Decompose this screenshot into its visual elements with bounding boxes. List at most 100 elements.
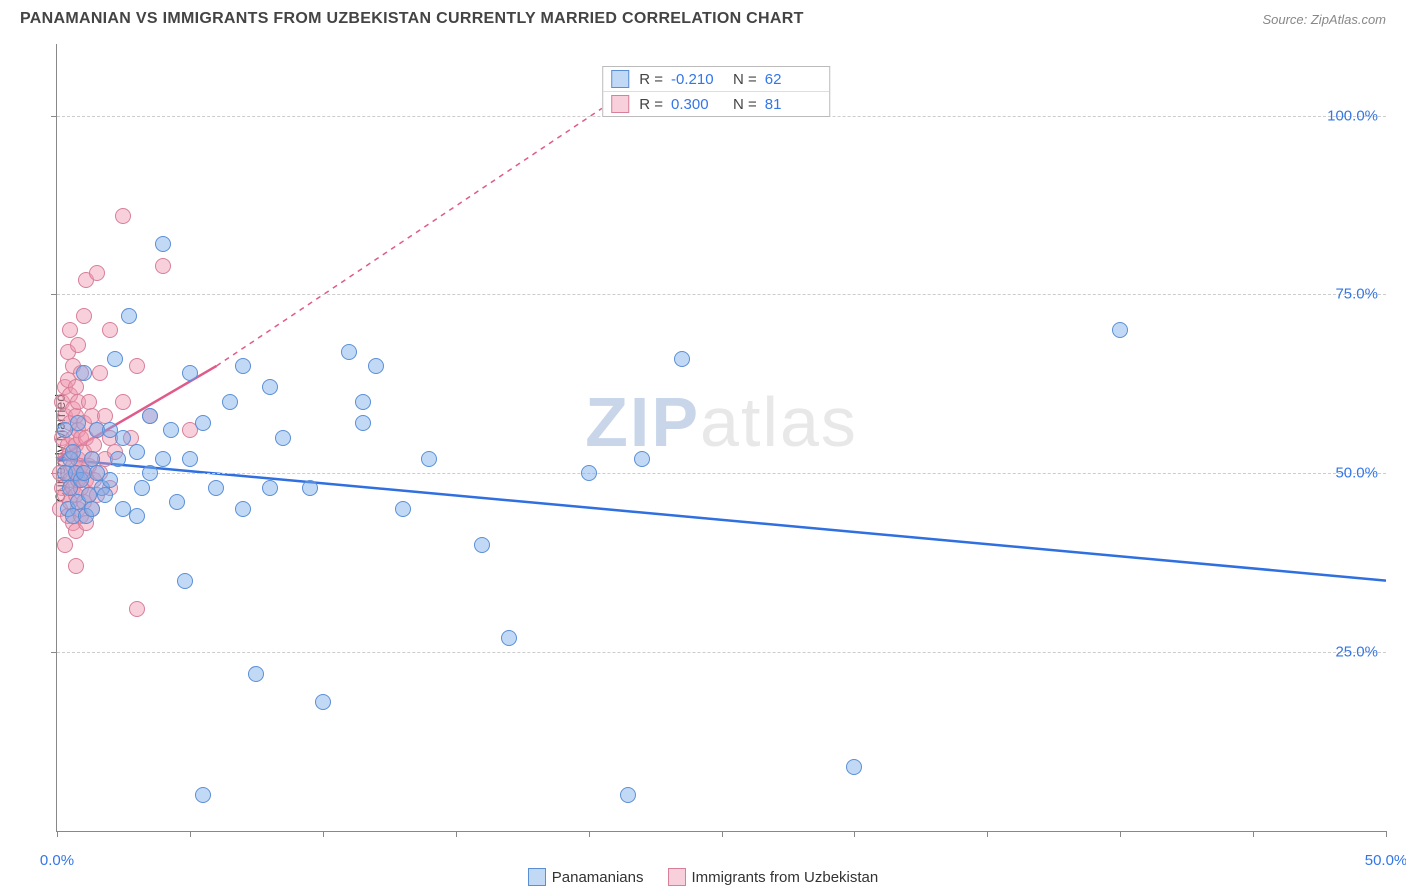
marker-panamanian	[421, 451, 437, 467]
marker-panamanian	[102, 472, 118, 488]
watermark-zip: ZIP	[585, 383, 700, 461]
marker-uzbekistan	[129, 358, 145, 374]
marker-panamanian	[84, 501, 100, 517]
stats-n-value-b: 81	[765, 96, 817, 113]
source-label: Source: ZipAtlas.com	[1262, 12, 1386, 27]
x-tick-label: 0.0%	[40, 852, 74, 869]
marker-panamanian	[674, 351, 690, 367]
legend-label-a: Panamanians	[552, 869, 644, 886]
marker-panamanian	[177, 573, 193, 589]
y-tick-label: 75.0%	[1335, 286, 1378, 303]
marker-panamanian	[302, 480, 318, 496]
marker-panamanian	[155, 236, 171, 252]
stats-legend: R = -0.210 N = 62 R = 0.300 N = 81	[602, 66, 830, 117]
marker-panamanian	[142, 408, 158, 424]
marker-panamanian	[129, 508, 145, 524]
marker-uzbekistan	[115, 208, 131, 224]
stats-row-a: R = -0.210 N = 62	[603, 67, 829, 91]
marker-panamanian	[634, 451, 650, 467]
stats-r-label-b: R =	[639, 96, 663, 113]
stats-r-value-b: 0.300	[671, 96, 723, 113]
marker-panamanian	[581, 465, 597, 481]
x-axis-tick	[1253, 831, 1254, 837]
stats-n-label-a: N =	[733, 71, 757, 88]
marker-panamanian	[163, 422, 179, 438]
marker-panamanian	[110, 451, 126, 467]
marker-uzbekistan	[115, 394, 131, 410]
x-axis-tick	[854, 831, 855, 837]
marker-uzbekistan	[57, 537, 73, 553]
stats-swatch-b	[611, 95, 629, 113]
stats-r-label-a: R =	[639, 71, 663, 88]
marker-panamanian	[115, 430, 131, 446]
stats-n-label-b: N =	[733, 96, 757, 113]
chart-title: PANAMANIAN VS IMMIGRANTS FROM UZBEKISTAN…	[20, 10, 804, 28]
stats-row-b: R = 0.300 N = 81	[603, 91, 829, 116]
gridline	[57, 652, 1386, 653]
trend-lines	[57, 44, 1386, 831]
legend-item-b: Immigrants from Uzbekistan	[668, 868, 879, 886]
marker-panamanian	[355, 415, 371, 431]
legend-swatch-a	[528, 868, 546, 886]
marker-panamanian	[182, 451, 198, 467]
x-axis-tick	[190, 831, 191, 837]
x-axis-tick	[987, 831, 988, 837]
y-tick-label: 50.0%	[1335, 465, 1378, 482]
marker-panamanian	[195, 415, 211, 431]
marker-panamanian	[262, 480, 278, 496]
marker-panamanian	[1112, 322, 1128, 338]
y-axis-tick	[51, 294, 57, 295]
marker-panamanian	[248, 666, 264, 682]
marker-panamanian	[474, 537, 490, 553]
marker-panamanian	[182, 365, 198, 381]
marker-panamanian	[501, 630, 517, 646]
marker-panamanian	[121, 308, 137, 324]
marker-panamanian	[142, 465, 158, 481]
marker-panamanian	[315, 694, 331, 710]
marker-panamanian	[208, 480, 224, 496]
y-tick-label: 100.0%	[1327, 107, 1378, 124]
legend-label-b: Immigrants from Uzbekistan	[692, 869, 879, 886]
series-legend: Panamanians Immigrants from Uzbekistan	[0, 868, 1406, 886]
y-axis-tick	[51, 116, 57, 117]
header: PANAMANIAN VS IMMIGRANTS FROM UZBEKISTAN…	[0, 0, 1406, 36]
gridline	[57, 473, 1386, 474]
marker-panamanian	[395, 501, 411, 517]
marker-panamanian	[107, 351, 123, 367]
watermark-atlas: atlas	[700, 383, 858, 461]
stats-n-value-a: 62	[765, 71, 817, 88]
marker-panamanian	[846, 759, 862, 775]
x-axis-tick	[722, 831, 723, 837]
legend-swatch-b	[668, 868, 686, 886]
marker-panamanian	[97, 487, 113, 503]
x-axis-tick	[589, 831, 590, 837]
marker-uzbekistan	[92, 365, 108, 381]
marker-panamanian	[76, 365, 92, 381]
marker-panamanian	[169, 494, 185, 510]
marker-panamanian	[195, 787, 211, 803]
marker-panamanian	[235, 358, 251, 374]
marker-panamanian	[155, 451, 171, 467]
marker-uzbekistan	[68, 558, 84, 574]
x-axis-tick	[456, 831, 457, 837]
marker-panamanian	[235, 501, 251, 517]
marker-uzbekistan	[102, 322, 118, 338]
x-axis-tick	[1120, 831, 1121, 837]
y-tick-label: 25.0%	[1335, 644, 1378, 661]
marker-panamanian	[275, 430, 291, 446]
chart-area: Currently Married ZIPatlas 25.0%50.0%75.…	[46, 44, 1386, 852]
marker-uzbekistan	[129, 601, 145, 617]
marker-panamanian	[222, 394, 238, 410]
stats-r-value-a: -0.210	[671, 71, 723, 88]
gridline	[57, 294, 1386, 295]
marker-panamanian	[620, 787, 636, 803]
watermark: ZIPatlas	[585, 382, 858, 462]
stats-swatch-a	[611, 70, 629, 88]
plot-region: ZIPatlas 25.0%50.0%75.0%100.0%0.0%50.0%	[56, 44, 1386, 832]
x-tick-label: 50.0%	[1365, 852, 1406, 869]
x-axis-tick	[1386, 831, 1387, 837]
y-axis-tick	[51, 652, 57, 653]
marker-panamanian	[65, 444, 81, 460]
marker-panamanian	[341, 344, 357, 360]
marker-panamanian	[70, 415, 86, 431]
